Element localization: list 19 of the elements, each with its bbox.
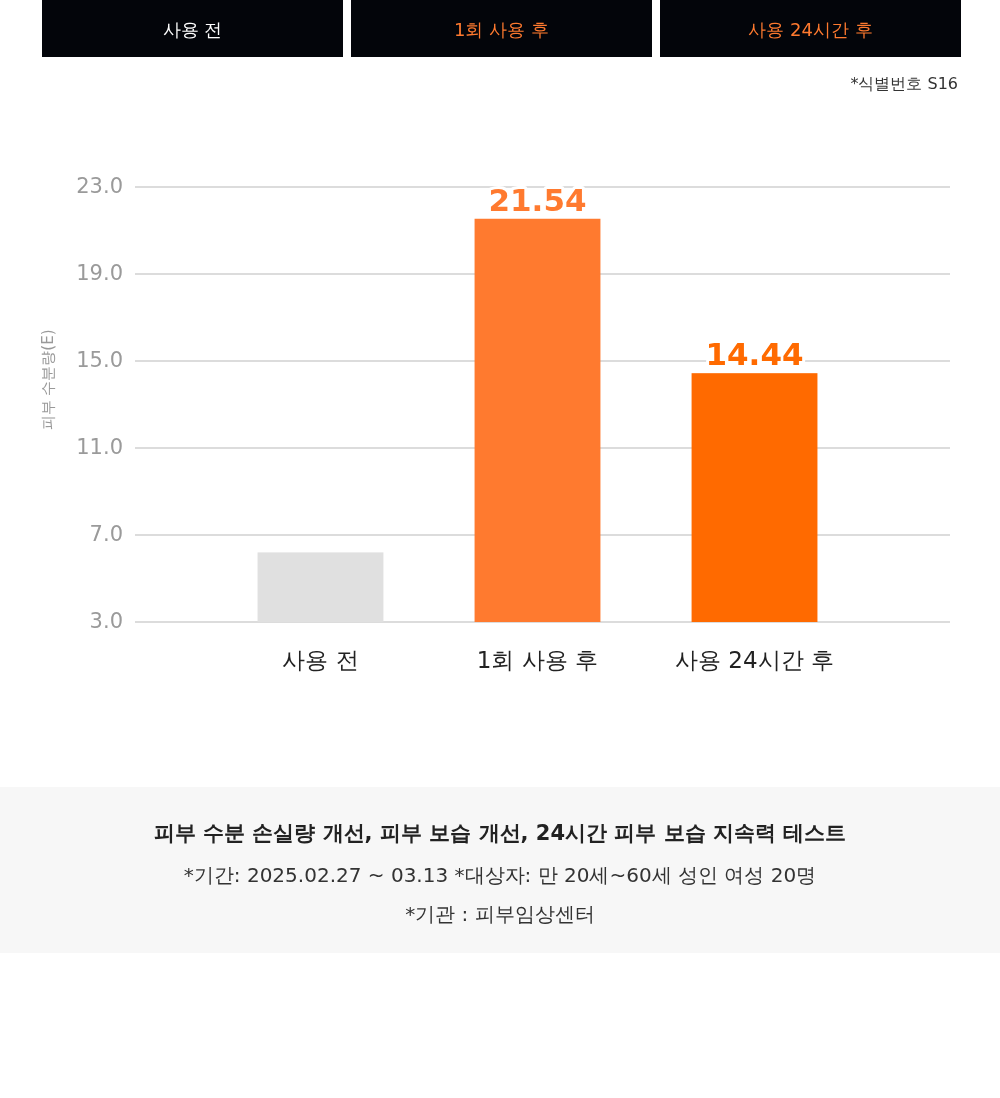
x-tick-label: 사용 전 bbox=[282, 647, 359, 673]
text: 피부 수분 손실량 개선, 피부 보습 개선, 24시간 피부 보습 지속력 테스트 bbox=[153, 821, 847, 845]
text: *기간: 2025.02.27 ~ 03.13 *대상자: 만 20세~60세 성인 여성 20명 bbox=[183, 863, 817, 887]
text: 사용 24시간 후 bbox=[748, 19, 873, 40]
y-tick-label: 11.0 bbox=[76, 435, 123, 459]
y-tick-label: 19.0 bbox=[76, 261, 123, 285]
x-tick-label: 1회 사용 후 bbox=[476, 647, 599, 673]
x-tick-label: 사용 24시간 후 bbox=[675, 647, 834, 673]
text: *식별번호 S16 bbox=[850, 74, 958, 93]
data-label: 14.44 bbox=[705, 336, 804, 373]
y-tick-label: 15.0 bbox=[76, 348, 123, 372]
y-tick-label: 23.0 bbox=[76, 174, 123, 198]
data-label: 21.54 bbox=[488, 181, 587, 218]
y-tick-label: 7.0 bbox=[89, 522, 123, 546]
text: 사용 전 bbox=[162, 19, 223, 40]
text: 1회 사용 후 bbox=[454, 19, 549, 40]
text: *기관 : 피부임상센터 bbox=[405, 902, 595, 926]
y-axis-title: 피부 수분량(E) bbox=[38, 329, 57, 431]
y-tick-label: 3.0 bbox=[89, 609, 123, 633]
